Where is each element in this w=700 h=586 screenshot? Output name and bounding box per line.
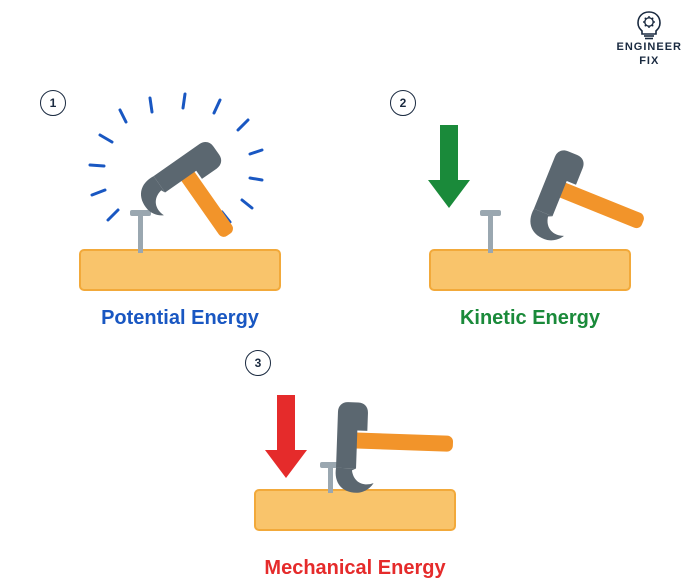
panel-mechanical-energy: 3 Mechanical Energy (205, 350, 505, 580)
step-badge-2: 2 (390, 90, 416, 116)
caption-potential: Potential Energy (30, 307, 330, 330)
panel-kinetic-energy: 2 Kinetic Energy (380, 80, 680, 330)
kinetic-scene (380, 80, 680, 300)
caption-kinetic: Kinetic Energy (380, 307, 680, 330)
step-number: 2 (400, 96, 407, 110)
logo-text-2: FIX (617, 56, 682, 68)
brand-logo: ENGINEER FIX (617, 10, 682, 67)
arrow-down-icon (428, 125, 470, 208)
logo-text-1: ENGINEER (617, 42, 682, 54)
spark-icon (90, 94, 262, 222)
step-badge-1: 1 (40, 90, 66, 116)
potential-scene (30, 80, 330, 300)
step-number: 1 (50, 96, 57, 110)
nail-icon (130, 210, 151, 253)
caption-mechanical: Mechanical Energy (205, 557, 505, 580)
arrow-down-icon (265, 395, 307, 478)
mechanical-scene (205, 350, 505, 550)
step-badge-3: 3 (245, 350, 271, 376)
panel-potential-energy: 1 (30, 80, 330, 330)
hammer-icon (335, 402, 454, 496)
infographic-stage: ENGINEER FIX 1 (0, 0, 700, 586)
nail-icon (480, 210, 501, 253)
lightbulb-gear-icon (635, 10, 663, 40)
hammer-icon (134, 138, 260, 265)
step-number: 3 (255, 356, 262, 370)
